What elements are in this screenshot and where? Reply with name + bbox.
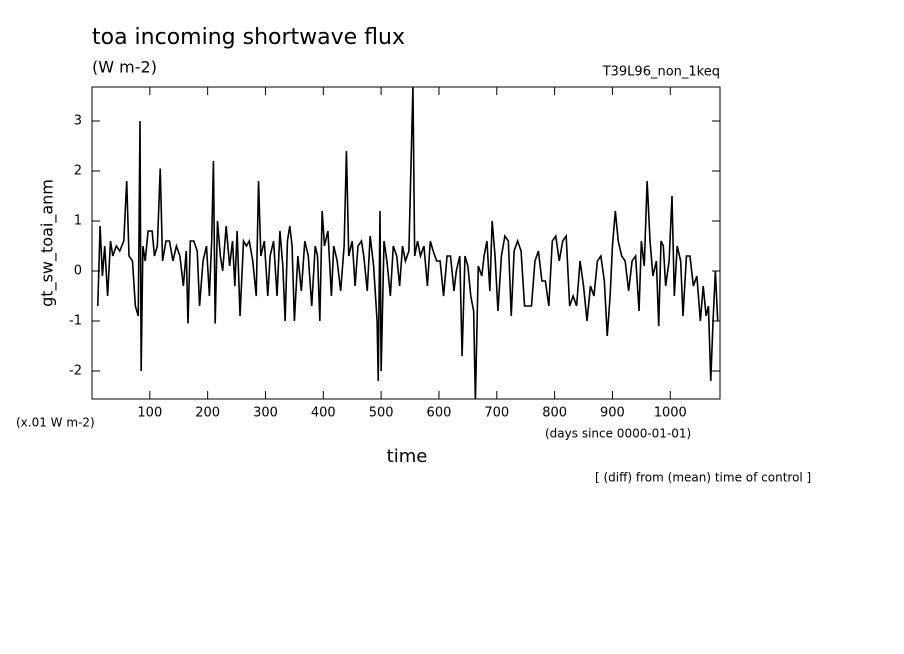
- y-tick-label: 1: [74, 214, 82, 229]
- x-tick-label: 1000: [654, 406, 687, 421]
- y-tick-label: 2: [74, 164, 82, 179]
- chart-subtitle: (W m-2): [92, 58, 157, 77]
- plot-frame: [91, 86, 721, 400]
- x-axis-label: time: [387, 446, 428, 467]
- y-tick-label: 0: [74, 264, 82, 279]
- x-tick-label: 400: [311, 406, 336, 421]
- y-tick-label: -2: [69, 364, 82, 379]
- x-tick-label: 700: [484, 406, 509, 421]
- chart-title: toa incoming shortwave flux: [92, 25, 405, 50]
- y-tick-label: 3: [74, 114, 82, 129]
- x-tick-label: 300: [253, 406, 278, 421]
- footnote: [ (diff) from (mean) time of control ]: [595, 471, 811, 485]
- y-tick-label: -1: [69, 314, 82, 329]
- x-tick-label: 900: [600, 406, 625, 421]
- data-line: [96, 87, 719, 399]
- x-tick-label: 100: [137, 406, 162, 421]
- experiment-label: T39L96_non_1keq: [602, 65, 720, 80]
- x-tick-label: 500: [369, 406, 394, 421]
- x-tick-label: 800: [542, 406, 567, 421]
- y-unit-note: (x.01 W m-2): [16, 416, 95, 430]
- x-unit-note: (days since 0000-01-01): [545, 427, 691, 441]
- x-tick-label: 200: [195, 406, 220, 421]
- y-axis-label: gt_sw_toai_anm: [38, 179, 58, 307]
- x-tick-label: 600: [427, 406, 452, 421]
